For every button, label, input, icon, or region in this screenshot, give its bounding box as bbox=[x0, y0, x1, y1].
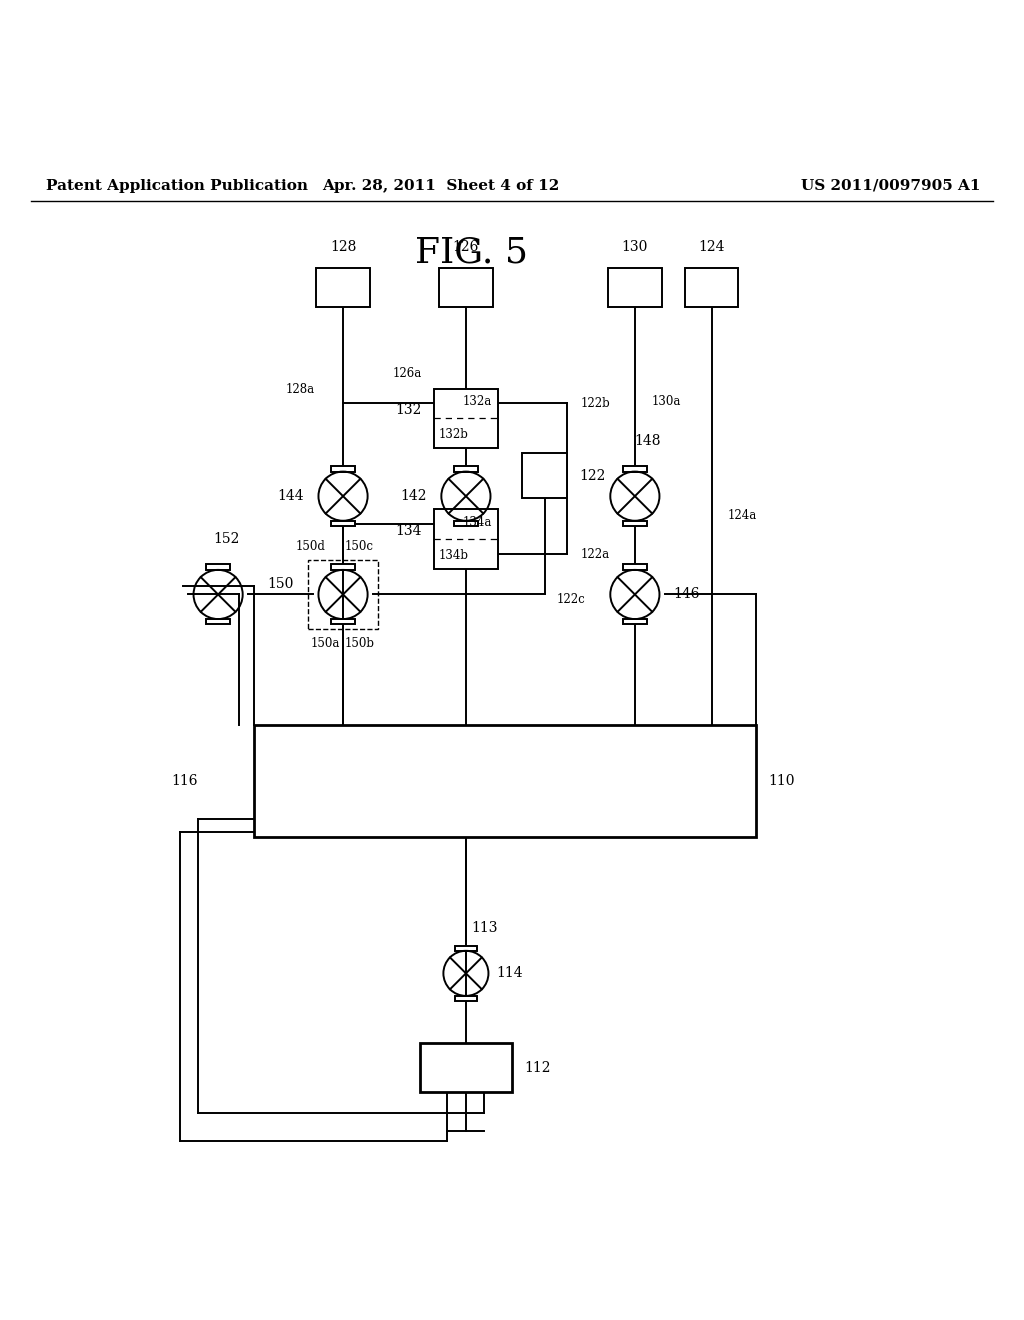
Bar bbox=[454, 520, 478, 527]
Text: 132a: 132a bbox=[463, 396, 492, 408]
Bar bbox=[623, 619, 647, 624]
Text: 152: 152 bbox=[213, 532, 240, 546]
Text: 122: 122 bbox=[580, 469, 606, 483]
Bar bbox=[522, 453, 567, 498]
Bar bbox=[420, 1043, 512, 1092]
Text: FIG. 5: FIG. 5 bbox=[415, 235, 527, 269]
Bar bbox=[623, 466, 647, 471]
Text: 134: 134 bbox=[395, 524, 422, 539]
Text: 116: 116 bbox=[171, 774, 198, 788]
Text: US 2011/0097905 A1: US 2011/0097905 A1 bbox=[801, 180, 981, 193]
Bar bbox=[455, 995, 477, 1001]
Text: 130: 130 bbox=[622, 240, 648, 255]
Bar bbox=[434, 510, 498, 569]
Bar bbox=[331, 565, 355, 570]
Bar bbox=[685, 268, 738, 306]
Text: 126: 126 bbox=[453, 240, 479, 255]
Bar bbox=[455, 946, 477, 950]
Bar bbox=[206, 565, 230, 570]
Text: 124a: 124a bbox=[728, 510, 758, 523]
Text: 150: 150 bbox=[267, 577, 294, 591]
Text: 130a: 130a bbox=[651, 395, 681, 408]
Text: 150c: 150c bbox=[345, 540, 374, 553]
Text: 150b: 150b bbox=[345, 638, 375, 651]
Bar bbox=[454, 466, 478, 471]
Text: 134b: 134b bbox=[438, 549, 468, 562]
Text: Apr. 28, 2011  Sheet 4 of 12: Apr. 28, 2011 Sheet 4 of 12 bbox=[322, 180, 559, 193]
Text: 134a: 134a bbox=[463, 516, 493, 529]
Bar bbox=[623, 520, 647, 527]
Bar bbox=[308, 560, 378, 630]
Bar bbox=[331, 466, 355, 471]
Text: 148: 148 bbox=[634, 434, 660, 447]
Text: 110: 110 bbox=[768, 774, 795, 788]
Text: 132b: 132b bbox=[438, 428, 468, 441]
Text: 124: 124 bbox=[698, 240, 725, 255]
Text: 112: 112 bbox=[524, 1060, 551, 1074]
Bar bbox=[623, 565, 647, 570]
Text: 128a: 128a bbox=[286, 383, 314, 396]
Bar bbox=[206, 619, 230, 624]
Text: 150d: 150d bbox=[296, 540, 326, 553]
Bar bbox=[331, 520, 355, 527]
Text: 122b: 122b bbox=[581, 397, 610, 411]
Text: 122c: 122c bbox=[557, 593, 586, 606]
Bar bbox=[608, 268, 662, 306]
Text: 142: 142 bbox=[400, 490, 427, 503]
Text: 146: 146 bbox=[674, 587, 700, 602]
Text: 122a: 122a bbox=[581, 548, 609, 561]
Text: 132: 132 bbox=[395, 403, 422, 417]
Text: 114: 114 bbox=[497, 966, 523, 981]
Text: 144: 144 bbox=[278, 490, 304, 503]
Text: 113: 113 bbox=[471, 921, 498, 936]
Bar bbox=[434, 388, 498, 447]
Text: 128: 128 bbox=[330, 240, 356, 255]
Bar bbox=[316, 268, 370, 306]
Bar bbox=[439, 268, 493, 306]
Bar bbox=[331, 619, 355, 624]
Bar bbox=[254, 725, 756, 837]
Text: 150a: 150a bbox=[310, 638, 340, 651]
Text: Patent Application Publication: Patent Application Publication bbox=[46, 180, 308, 193]
Text: 126a: 126a bbox=[392, 367, 422, 380]
